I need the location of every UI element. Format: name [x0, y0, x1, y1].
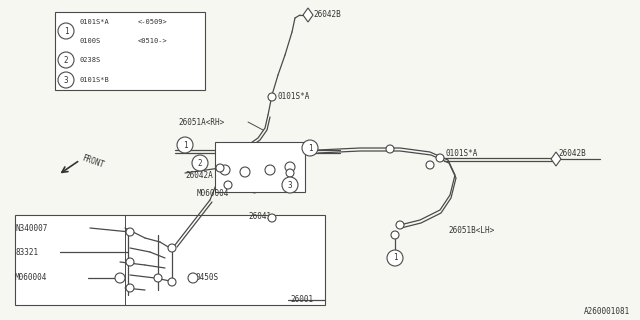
Text: 0101S*A: 0101S*A — [278, 92, 310, 100]
Circle shape — [265, 165, 275, 175]
Text: 0100S: 0100S — [80, 37, 101, 44]
Circle shape — [240, 167, 250, 177]
Text: <-0509>: <-0509> — [138, 19, 168, 25]
Polygon shape — [303, 8, 313, 22]
Circle shape — [387, 250, 403, 266]
Circle shape — [126, 284, 134, 292]
Text: 26042B: 26042B — [558, 148, 586, 157]
Bar — [215, 142, 305, 192]
Circle shape — [192, 155, 208, 171]
Text: M060004: M060004 — [197, 188, 229, 197]
Circle shape — [391, 231, 399, 239]
Circle shape — [126, 228, 134, 236]
Circle shape — [58, 52, 74, 68]
Text: 0101S*A: 0101S*A — [445, 148, 477, 157]
Circle shape — [154, 274, 162, 282]
Text: FRONT: FRONT — [81, 154, 105, 170]
Circle shape — [188, 273, 198, 283]
Text: <0510->: <0510-> — [138, 37, 168, 44]
Text: 1: 1 — [64, 27, 68, 36]
Text: 26051B<LH>: 26051B<LH> — [448, 226, 494, 235]
Text: A260001081: A260001081 — [584, 308, 630, 316]
Circle shape — [126, 258, 134, 266]
Circle shape — [220, 165, 230, 175]
Bar — [55, 12, 205, 90]
Text: 2: 2 — [64, 55, 68, 65]
Text: 26042B: 26042B — [313, 10, 340, 19]
Text: 26041: 26041 — [248, 212, 271, 220]
Text: 1: 1 — [182, 140, 188, 149]
Circle shape — [436, 154, 444, 162]
Text: 1: 1 — [308, 143, 312, 153]
Circle shape — [224, 181, 232, 189]
Circle shape — [396, 221, 404, 229]
Text: 1: 1 — [393, 253, 397, 262]
Text: 0101S*A: 0101S*A — [80, 19, 109, 25]
Circle shape — [58, 72, 74, 88]
Text: 3: 3 — [64, 76, 68, 84]
Circle shape — [285, 162, 295, 172]
Circle shape — [286, 169, 294, 177]
Circle shape — [268, 93, 276, 101]
Circle shape — [216, 164, 224, 172]
Text: N340007: N340007 — [15, 223, 47, 233]
Text: 26042A: 26042A — [185, 171, 212, 180]
Text: 0238S: 0238S — [80, 57, 101, 63]
Circle shape — [426, 161, 434, 169]
Text: 2: 2 — [198, 158, 202, 167]
Text: 0450S: 0450S — [195, 274, 218, 283]
Circle shape — [115, 273, 125, 283]
Circle shape — [268, 214, 276, 222]
Text: 83321: 83321 — [15, 247, 38, 257]
Text: 26051A<RH>: 26051A<RH> — [178, 117, 224, 126]
Circle shape — [386, 145, 394, 153]
Circle shape — [177, 137, 193, 153]
Circle shape — [58, 23, 74, 39]
Circle shape — [168, 244, 176, 252]
Circle shape — [302, 140, 318, 156]
Text: 26001: 26001 — [290, 295, 313, 305]
Circle shape — [168, 278, 176, 286]
Circle shape — [282, 177, 298, 193]
Text: 3: 3 — [288, 180, 292, 189]
Bar — [15, 215, 325, 305]
Text: M060004: M060004 — [15, 274, 47, 283]
Text: 0101S*B: 0101S*B — [80, 77, 109, 83]
Polygon shape — [551, 152, 561, 166]
